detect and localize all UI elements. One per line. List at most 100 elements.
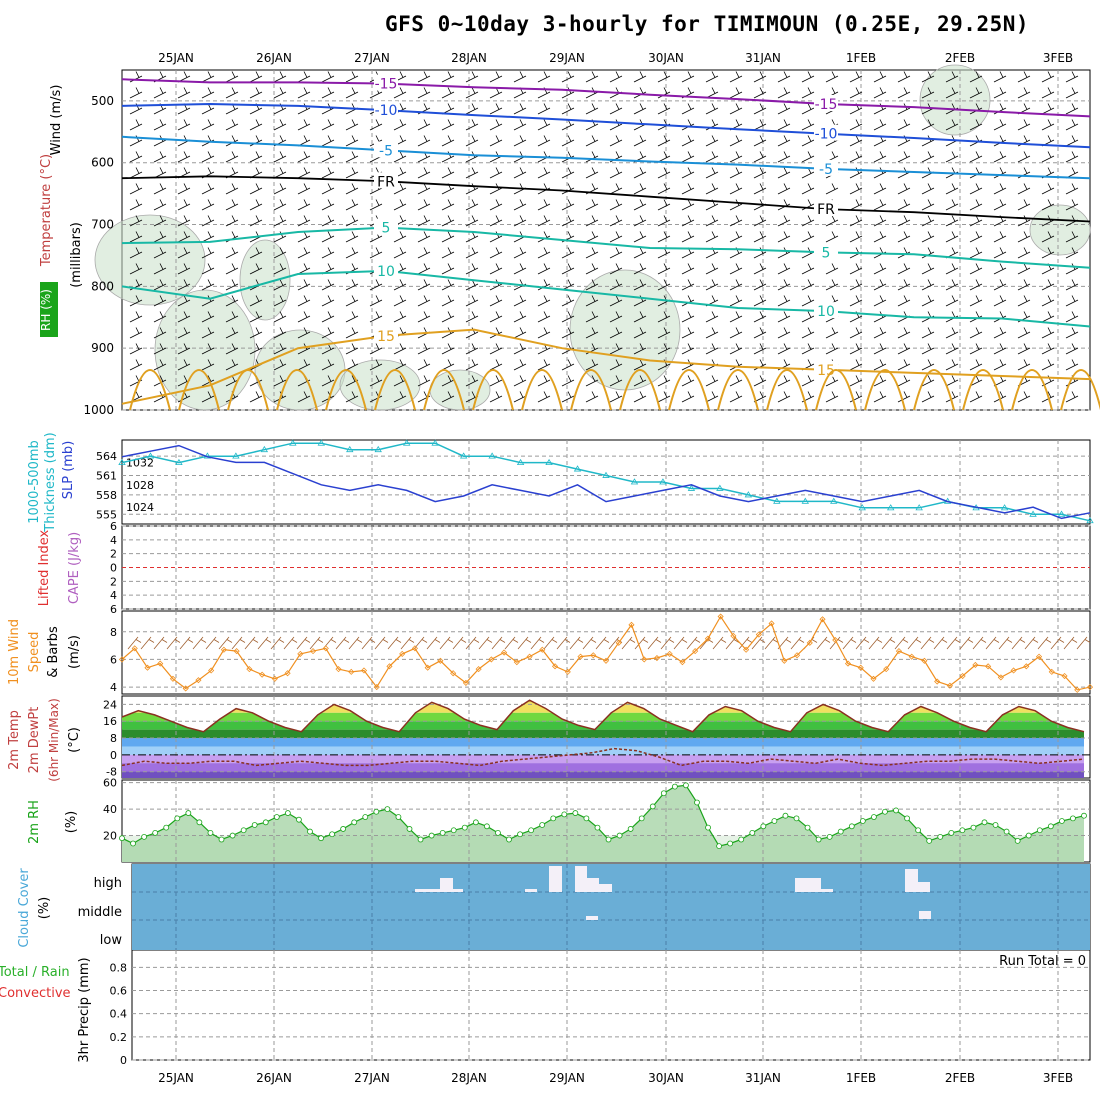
- wind-barb: [441, 247, 455, 259]
- wind-barb: [393, 151, 407, 163]
- wind-speed-point: [551, 663, 559, 670]
- rh-point: [495, 830, 501, 836]
- wind-barb: [873, 199, 887, 211]
- wind-barb: [513, 103, 527, 115]
- rh-point: [826, 833, 833, 840]
- rh-point: [506, 836, 512, 843]
- wind-barb: [297, 215, 311, 227]
- wind-barb: [465, 343, 479, 355]
- wind-barb: [153, 119, 167, 131]
- rh-point: [185, 810, 192, 816]
- wind-barb: [321, 183, 335, 195]
- rh-point: [130, 840, 136, 847]
- wind-barb: [1041, 279, 1055, 291]
- contour-label: 15: [817, 363, 835, 379]
- wind-barb: [465, 215, 479, 227]
- wind-barb: [537, 247, 551, 259]
- contour-line: [121, 269, 1091, 328]
- rh-point: [1003, 828, 1010, 835]
- wind-barb: [273, 151, 287, 163]
- wind-barb: [465, 119, 479, 131]
- wind-barb: [849, 375, 863, 387]
- rh-point: [539, 822, 546, 828]
- wind-barb: [201, 327, 215, 339]
- wind-barb: [153, 199, 167, 211]
- wind-barb: [441, 375, 455, 387]
- wind-barb: [681, 71, 695, 83]
- wind-barb: [369, 199, 383, 211]
- wind-speed-point: [615, 639, 622, 646]
- wind-barb: [129, 183, 143, 195]
- wind-barb: [273, 215, 287, 227]
- wind-barb: [489, 391, 503, 403]
- panel-frame: [121, 610, 1091, 695]
- wind-barb: [273, 375, 287, 387]
- wind-barb: [729, 263, 743, 275]
- wind-barb: [753, 263, 767, 275]
- wind-barb-10m: [478, 636, 493, 650]
- wind-barb: [801, 295, 815, 307]
- wind-barb: [633, 231, 647, 243]
- wind-barb-10m: [335, 636, 350, 650]
- wind10m-axis-label-4: (m/s): [67, 635, 82, 669]
- wind-barb-10m: [725, 636, 740, 650]
- wind-barb: [537, 71, 551, 83]
- wind-barb: [825, 183, 839, 195]
- rh-point: [749, 830, 756, 836]
- wind-barb: [777, 199, 791, 211]
- wind-barb: [441, 199, 455, 211]
- wind-barb-10m: [1076, 636, 1091, 650]
- surface-warm-contour: [717, 369, 759, 411]
- wind-barb: [609, 151, 623, 163]
- wind-barb: [609, 359, 623, 371]
- wind-barb-10m: [868, 636, 883, 650]
- wind-barb: [609, 103, 623, 115]
- rh-point: [340, 826, 347, 832]
- wind-barb: [417, 311, 431, 323]
- wind-barb: [801, 215, 815, 227]
- wind-barb: [273, 263, 287, 275]
- wind-barb: [633, 279, 647, 291]
- temp-cold-band: [122, 763, 1084, 772]
- wind-barb: [369, 247, 383, 259]
- wind-barb: [849, 199, 863, 211]
- wind-barb: [417, 247, 431, 259]
- wind-barb: [1065, 247, 1079, 259]
- wind-barb: [393, 231, 407, 243]
- wind-barb: [537, 359, 551, 371]
- wind-barb: [345, 87, 359, 99]
- surface-warm-contour: [325, 369, 367, 411]
- wind-barb: [297, 263, 311, 275]
- top-date-label: 3FEB: [1043, 51, 1073, 65]
- wind-barb-10m: [881, 636, 896, 650]
- contour-line: [121, 226, 1091, 269]
- wind-barb: [897, 391, 911, 403]
- rh-point: [174, 815, 181, 822]
- wind-barb-10m: [218, 636, 233, 650]
- rh-point: [461, 824, 468, 831]
- wind-barb: [657, 183, 671, 195]
- wind-barb: [177, 87, 191, 99]
- wind-barb: [705, 231, 719, 243]
- wind-barb: [1041, 71, 1055, 83]
- wind-barb: [897, 103, 911, 115]
- wind-barb: [849, 183, 863, 195]
- wind-barb: [537, 119, 551, 131]
- wind-barb: [177, 295, 191, 307]
- wind-barb: [561, 103, 575, 115]
- wind-barb: [153, 151, 167, 163]
- wind-barb: [945, 151, 959, 163]
- wind-speed-point: [972, 661, 979, 669]
- wind-barb: [297, 295, 311, 307]
- wind-speed-point: [641, 656, 648, 663]
- wind-barb: [129, 151, 143, 163]
- surface-warm-contour: [766, 369, 808, 411]
- wind-barb: [1065, 71, 1079, 83]
- wind-barb: [969, 247, 983, 259]
- temperature-axis-label: Temperature (°C): [39, 154, 54, 267]
- wind-barb: [297, 119, 311, 131]
- wind-barb: [729, 359, 743, 371]
- wind-barb: [273, 279, 287, 291]
- contour-label: 5: [382, 221, 391, 237]
- wind-barb: [393, 119, 407, 131]
